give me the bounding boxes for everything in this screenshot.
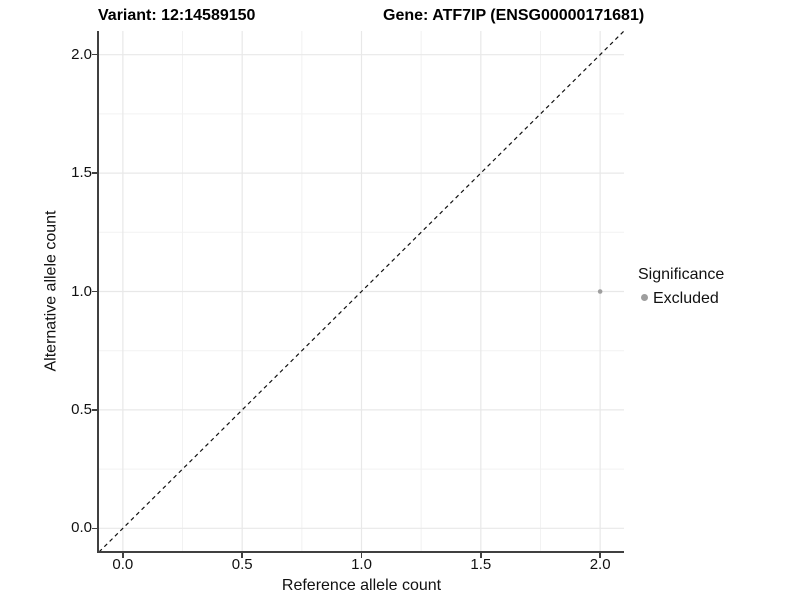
x-tick-label: 0.0 [112, 556, 134, 573]
plot-panel [99, 31, 624, 552]
data-point [597, 289, 603, 294]
y-tick-label: 1.0 [71, 282, 92, 300]
y-tick-label: 2.0 [71, 45, 92, 63]
x-tick-label: 0.5 [231, 556, 253, 573]
y-tick-label: 0.5 [71, 400, 92, 418]
legend-key-dot-icon [641, 294, 648, 301]
identity-line [99, 31, 624, 552]
x-tick-mark [599, 553, 601, 558]
x-axis-line [97, 551, 624, 553]
x-tick-label: 2.0 [589, 556, 611, 573]
scatter-canvas [99, 31, 624, 552]
y-tick-mark [92, 172, 97, 174]
y-tick-mark [92, 409, 97, 411]
legend-items: Excluded [638, 289, 724, 308]
y-tick-mark [92, 290, 97, 293]
x-tick-mark [480, 553, 482, 558]
legend-item-label: Excluded [653, 290, 719, 307]
plot-title-gene: Gene: ATF7IP (ENSG00000171681) [383, 7, 645, 24]
legend-title: Significance [638, 266, 725, 283]
y-tick-mark [92, 527, 97, 530]
x-tick-mark [122, 553, 124, 558]
y-tick-mark [92, 53, 97, 56]
x-tick-label: 1.0 [351, 556, 372, 573]
plot-title-variant: Variant: 12:14589150 [98, 7, 256, 24]
legend: Significance Excluded [638, 265, 724, 308]
y-tick-label: 0.0 [71, 519, 92, 537]
y-axis-line [97, 31, 99, 553]
x-tick-mark [360, 553, 363, 558]
y-tick-label: 1.5 [71, 164, 92, 182]
x-tick-mark [241, 553, 243, 558]
x-axis-title: Reference allele count [281, 577, 442, 594]
x-tick-label: 1.5 [470, 556, 492, 573]
legend-item: Excluded [638, 289, 724, 308]
